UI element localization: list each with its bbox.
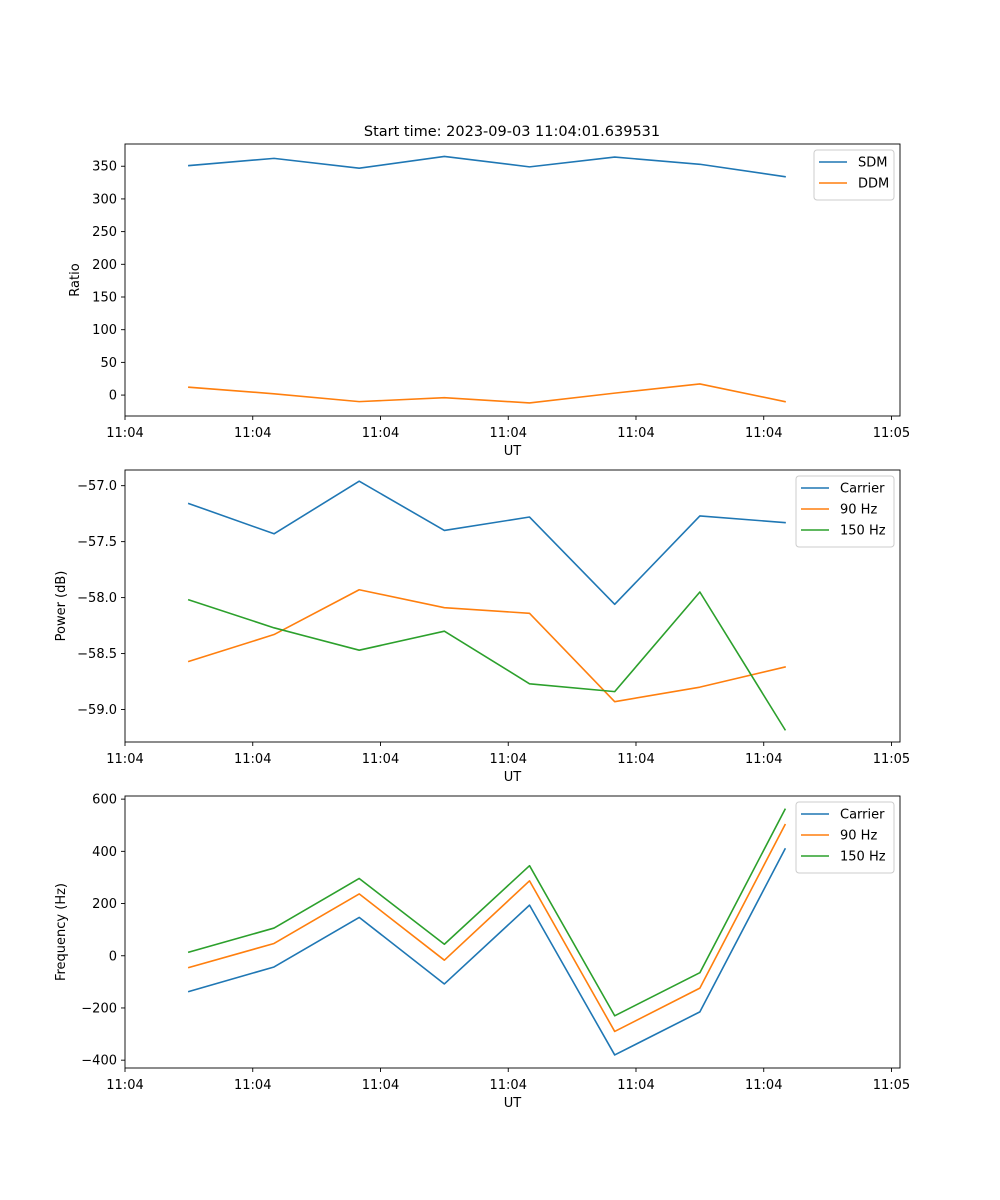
ratio-y-tick-label: 50 <box>100 356 117 371</box>
figure-title: Start time: 2023-09-03 11:04:01.639531 <box>364 124 660 140</box>
power-x-tick-label: 11:04 <box>106 752 143 767</box>
ratio-y-tick-label: 300 <box>92 192 117 207</box>
ratio-x-tick-label: 11:04 <box>617 426 654 441</box>
ratio-x-axis-label: UT <box>504 444 522 459</box>
frequency-x-tick-label: 11:04 <box>617 1078 654 1093</box>
power-y-tick-label: −57.5 <box>77 535 117 550</box>
power-x-tick-label: 11:04 <box>362 752 399 767</box>
frequency-x-tick-label: 11:04 <box>362 1078 399 1093</box>
power-x-tick-label: 11:04 <box>617 752 654 767</box>
frequency-series-carrier-line <box>187 847 787 1056</box>
ratio-y-tick-label: 100 <box>92 323 117 338</box>
frequency-legend-label-150-hz: 150 Hz <box>840 850 886 865</box>
frequency-x-tick-label: 11:04 <box>106 1078 143 1093</box>
frequency-y-tick-label: 200 <box>92 897 117 912</box>
frequency-x-tick-label: 11:04 <box>234 1078 271 1093</box>
power-plot: 11:04 11:04 11:04 11:04 11:04 11:04 11:05 −57.0… <box>54 469 910 785</box>
ratio-legend-label-ddm: DDM <box>858 177 889 192</box>
power-legend-label-carrier: Carrier <box>840 482 885 497</box>
frequency-x-axis-label: UT <box>504 1096 522 1111</box>
ratio-series-sdm-line <box>188 155 786 178</box>
frequency-x-tick-label: 11:04 <box>490 1078 527 1093</box>
ratio-axes-frame <box>124 143 901 417</box>
power-x-tick-label: 11:05 <box>873 752 910 767</box>
power-y-tick-label: −58.0 <box>77 591 117 606</box>
ratio-x-tick-label: 11:04 <box>490 426 527 441</box>
power-series-150-hz-line <box>187 591 787 731</box>
ratio-y-tick-label: 150 <box>92 291 117 306</box>
ratio-x-tick-label: 11:04 <box>234 426 271 441</box>
frequency-y-tick-label: 0 <box>109 949 117 964</box>
ratio-plot: 11:04 11:04 11:04 11:04 11:04 11:04 11:05 0 50 10… <box>68 143 910 459</box>
ratio-x-tick-label: 11:04 <box>106 426 143 441</box>
ratio-y-tick-label: 200 <box>92 258 117 273</box>
power-x-tick-label: 11:04 <box>234 752 271 767</box>
frequency-legend-label-90-hz: 90 Hz <box>840 829 877 844</box>
power-x-tick-label: 11:04 <box>745 752 782 767</box>
frequency-y-tick-label: −200 <box>81 1001 117 1016</box>
frequency-y-tick-label: −400 <box>81 1054 117 1069</box>
power-series-carrier-line <box>187 480 786 606</box>
power-axes-frame <box>124 469 901 743</box>
frequency-axes-frame <box>124 795 901 1069</box>
ratio-y-axis-label: Ratio <box>68 263 83 296</box>
ratio-legend: SDM DDM <box>813 149 895 201</box>
frequency-y-tick-label: 600 <box>92 793 117 808</box>
ratio-y-tick-label: 250 <box>92 225 117 240</box>
frequency-series-150-hz-line <box>187 808 787 1017</box>
frequency-series-90-hz-line <box>187 823 787 1033</box>
power-y-axis-label: Power (dB) <box>54 571 69 642</box>
ratio-legend-label-sdm: SDM <box>858 156 887 171</box>
power-legend: Carrier 90 Hz 150 Hz <box>795 475 895 548</box>
power-legend-label-150-hz: 150 Hz <box>840 524 886 539</box>
power-series-90-hz-line <box>187 588 786 703</box>
ratio-y-tick-label: 0 <box>109 389 117 404</box>
ratio-series-ddm-line <box>188 383 786 404</box>
frequency-plot: 11:04 11:04 11:04 11:04 11:04 11:04 11:05 −400 −… <box>54 793 910 1111</box>
frequency-y-axis-label: Frequency (Hz) <box>54 883 69 981</box>
power-legend-label-90-hz: 90 Hz <box>840 503 877 518</box>
frequency-legend: Carrier 90 Hz 150 Hz <box>795 801 895 874</box>
power-x-axis-label: UT <box>504 770 522 785</box>
ratio-x-tick-label: 11:04 <box>362 426 399 441</box>
frequency-y-tick-label: 400 <box>92 845 117 860</box>
frequency-x-tick-label: 11:04 <box>745 1078 782 1093</box>
power-y-tick-label: −59.0 <box>77 703 117 718</box>
power-x-tick-label: 11:04 <box>490 752 527 767</box>
power-y-tick-label: −58.5 <box>77 647 117 662</box>
ratio-x-tick-label: 11:04 <box>745 426 782 441</box>
frequency-x-tick-label: 11:05 <box>873 1078 910 1093</box>
frequency-legend-label-carrier: Carrier <box>840 808 885 823</box>
ratio-y-tick-label: 350 <box>92 160 117 175</box>
power-y-tick-label: −57.0 <box>77 479 117 494</box>
ratio-x-tick-label: 11:05 <box>873 426 910 441</box>
